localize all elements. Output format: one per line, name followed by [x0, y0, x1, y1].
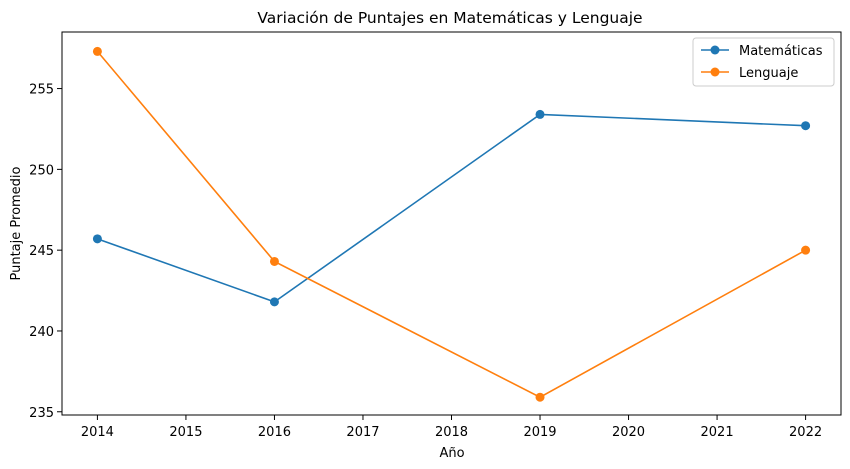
axes-frame	[61, 31, 842, 416]
legend-label-lenguaje: Lenguaje	[739, 66, 798, 81]
x-tick-label: 2021	[701, 425, 734, 440]
y-axis: 235 240 245 250 255	[29, 83, 62, 421]
x-tick-label: 2022	[789, 425, 822, 440]
x-axis: 2014 2015 2016 2017 2018 2019 2020 2021 2022	[81, 415, 822, 440]
legend-marker-lenguaje	[710, 67, 720, 77]
y-axis-title: Puntaje Promedio	[9, 166, 24, 280]
data-point-matematicas	[269, 297, 279, 307]
series-line-matematicas	[97, 113, 806, 303]
x-tick-label: 2016	[258, 425, 291, 440]
x-tick-label: 2020	[612, 425, 645, 440]
data-point-lenguaje	[535, 392, 545, 402]
plot-area	[92, 46, 811, 402]
y-tick-label: 240	[29, 325, 54, 340]
y-tick-label: 255	[29, 83, 54, 98]
legend-marker-matematicas	[710, 45, 720, 55]
chart-title: Variación de Puntajes en Matemáticas y L…	[257, 9, 642, 27]
data-point-lenguaje	[269, 256, 279, 266]
data-point-matematicas	[801, 121, 811, 131]
y-tick-label: 250	[29, 163, 54, 178]
x-tick-label: 2017	[346, 425, 379, 440]
legend: Matemáticas Lenguaje	[692, 37, 835, 87]
y-tick-label: 245	[29, 244, 54, 259]
legend-label-matematicas: Matemáticas	[739, 44, 823, 59]
data-point-lenguaje	[92, 46, 102, 56]
x-tick-label: 2015	[169, 425, 202, 440]
data-point-matematicas	[535, 109, 545, 119]
series-line-lenguaje	[96, 50, 806, 399]
y-tick-label: 235	[29, 406, 54, 421]
x-axis-title: Año	[439, 446, 464, 461]
data-point-lenguaje	[801, 245, 811, 255]
x-tick-label: 2018	[435, 425, 468, 440]
data-point-matematicas	[92, 234, 102, 244]
x-tick-label: 2014	[81, 425, 114, 440]
x-tick-label: 2019	[523, 425, 556, 440]
